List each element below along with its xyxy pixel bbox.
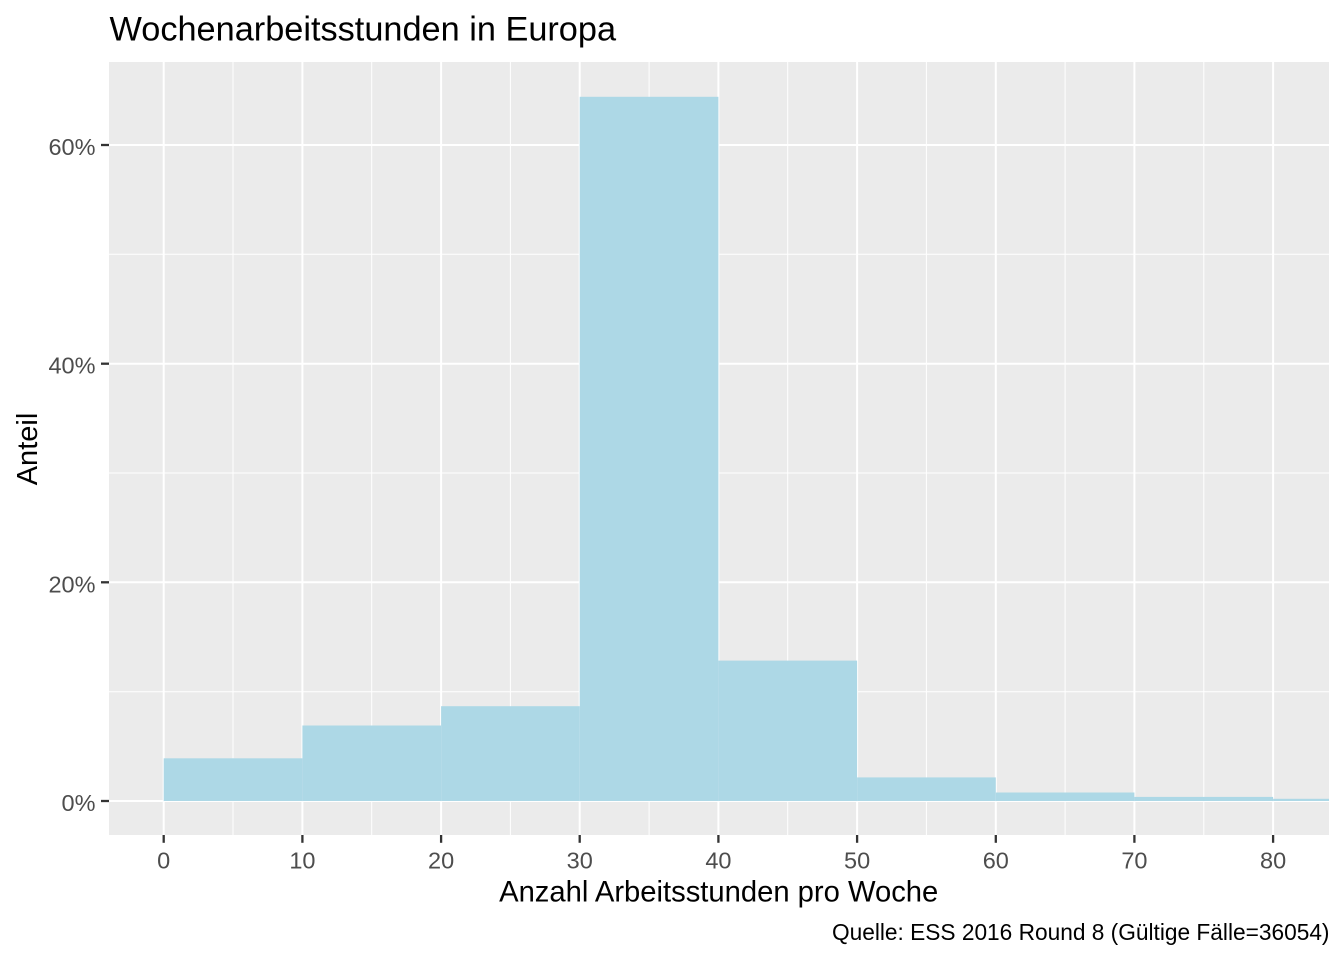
svg-text:40: 40 xyxy=(705,848,731,874)
svg-text:60: 60 xyxy=(983,848,1009,874)
svg-text:40%: 40% xyxy=(48,353,95,379)
svg-text:20%: 20% xyxy=(48,571,95,597)
svg-text:80: 80 xyxy=(1260,848,1286,874)
svg-text:0%: 0% xyxy=(62,790,96,816)
svg-text:Quelle: ESS 2016 Round 8 (Gült: Quelle: ESS 2016 Round 8 (Gültige Fälle=… xyxy=(832,919,1330,945)
svg-text:Anteil: Anteil xyxy=(12,413,44,486)
svg-text:0: 0 xyxy=(157,848,170,874)
svg-text:30: 30 xyxy=(567,848,593,874)
svg-text:60%: 60% xyxy=(48,134,95,160)
svg-text:20: 20 xyxy=(428,848,454,874)
svg-text:Anzahl Arbeitsstunden pro Woch: Anzahl Arbeitsstunden pro Woche xyxy=(499,877,938,909)
svg-text:50: 50 xyxy=(844,848,870,874)
svg-text:70: 70 xyxy=(1121,848,1147,874)
svg-text:10: 10 xyxy=(289,848,315,874)
svg-text:Wochenarbeitsstunden in Europa: Wochenarbeitsstunden in Europa xyxy=(110,11,617,49)
